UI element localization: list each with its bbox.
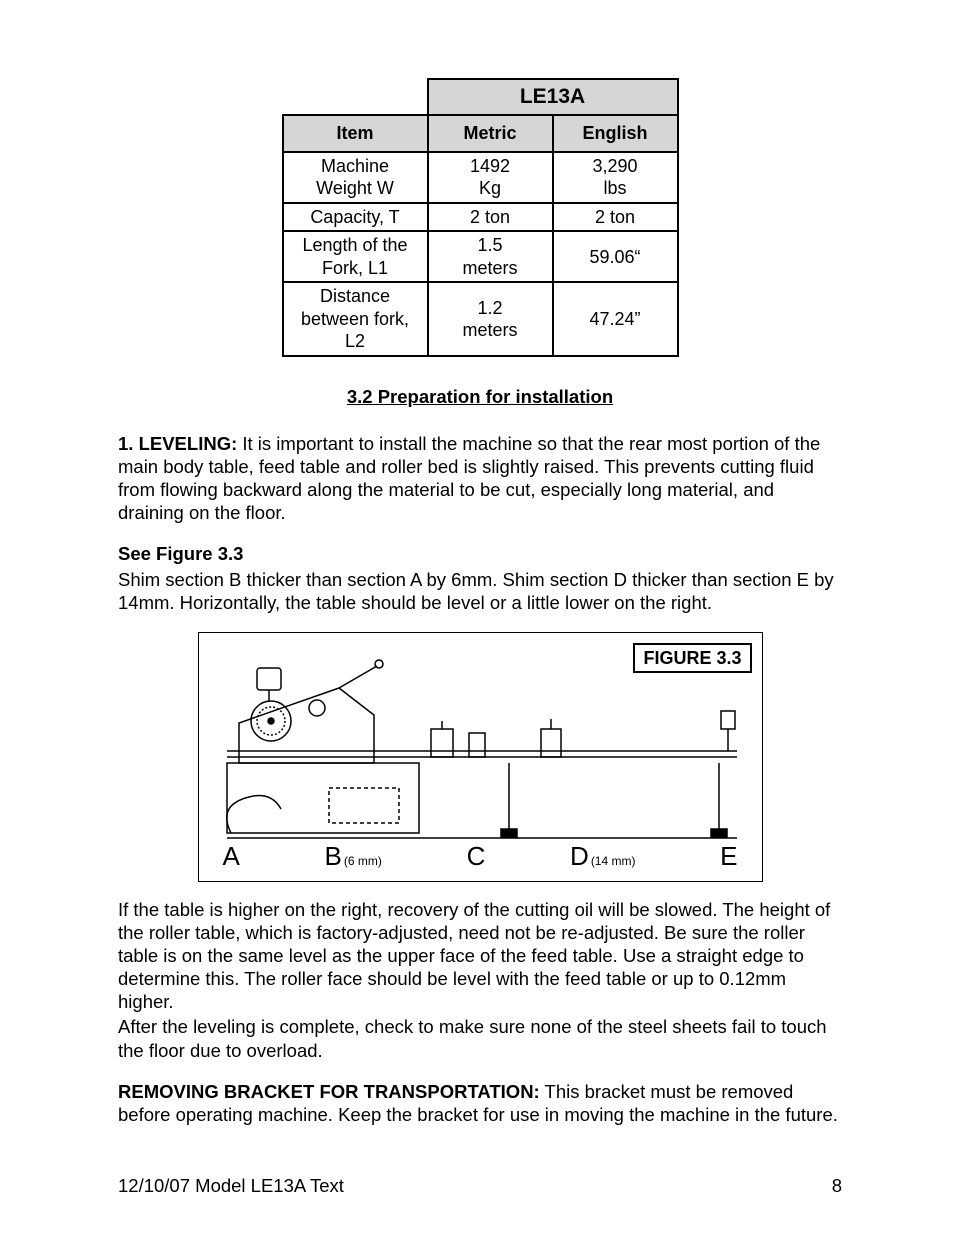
fig-letter-c: C bbox=[467, 840, 486, 873]
figure-label: FIGURE 3.3 bbox=[633, 643, 751, 674]
fig-letter-b: B bbox=[325, 840, 342, 873]
after-figure-paragraph: If the table is higher on the right, rec… bbox=[118, 898, 842, 1014]
remove-bracket-paragraph: REMOVING BRACKET FOR TRANSPORTATION: Thi… bbox=[118, 1080, 842, 1126]
cell-item: Length of theFork, L1 bbox=[283, 231, 428, 282]
remove-bracket-lead: REMOVING BRACKET FOR TRANSPORTATION: bbox=[118, 1081, 540, 1102]
after-leveling-paragraph: After the leveling is complete, check to… bbox=[118, 1015, 842, 1061]
footer-left: 12/10/07 Model LE13A Text bbox=[118, 1174, 344, 1197]
leveling-lead: 1. LEVELING: bbox=[118, 433, 237, 454]
footer-right: 8 bbox=[832, 1174, 842, 1197]
table-row: Distancebetween fork,L2 1.2meters 47.24” bbox=[283, 282, 678, 356]
fig-sub-d: (14 mm) bbox=[591, 854, 636, 869]
col-english: English bbox=[553, 115, 678, 152]
fig-letter-a: A bbox=[223, 840, 240, 873]
cell-english: 59.06“ bbox=[553, 231, 678, 282]
fig-sub-b: (6 mm) bbox=[344, 854, 382, 869]
figure-3-3: FIGURE 3.3 bbox=[198, 632, 763, 882]
table-row: Capacity, T 2 ton 2 ton bbox=[283, 203, 678, 232]
cell-metric: 1.5meters bbox=[428, 231, 553, 282]
cell-english: 3,290lbs bbox=[553, 152, 678, 203]
cell-item: Distancebetween fork,L2 bbox=[283, 282, 428, 356]
page-footer: 12/10/07 Model LE13A Text 8 bbox=[118, 1174, 842, 1197]
blank-cell bbox=[283, 79, 428, 115]
fig-letter-e: E bbox=[720, 840, 737, 873]
leveling-paragraph: 1. LEVELING: It is important to install … bbox=[118, 432, 842, 525]
cell-english: 2 ton bbox=[553, 203, 678, 232]
cell-item: Capacity, T bbox=[283, 203, 428, 232]
col-metric: Metric bbox=[428, 115, 553, 152]
see-figure: See Figure 3.3 bbox=[118, 543, 243, 564]
model-header: LE13A bbox=[428, 79, 678, 115]
spec-table: LE13A Item Metric English MachineWeight … bbox=[282, 78, 679, 357]
cell-metric: 1.2meters bbox=[428, 282, 553, 356]
col-item: Item bbox=[283, 115, 428, 152]
figure-letters: A B (6 mm) C D (14 mm) E bbox=[199, 840, 762, 873]
table-row: MachineWeight W 1492Kg 3,290lbs bbox=[283, 152, 678, 203]
section-title: 3.2 Preparation for installation bbox=[118, 385, 842, 408]
cell-english: 47.24” bbox=[553, 282, 678, 356]
cell-metric: 2 ton bbox=[428, 203, 553, 232]
cell-metric: 1492Kg bbox=[428, 152, 553, 203]
table-row: Length of theFork, L1 1.5meters 59.06“ bbox=[283, 231, 678, 282]
shim-paragraph: Shim section B thicker than section A by… bbox=[118, 568, 842, 614]
cell-item: MachineWeight W bbox=[283, 152, 428, 203]
fig-letter-d: D bbox=[570, 840, 589, 873]
